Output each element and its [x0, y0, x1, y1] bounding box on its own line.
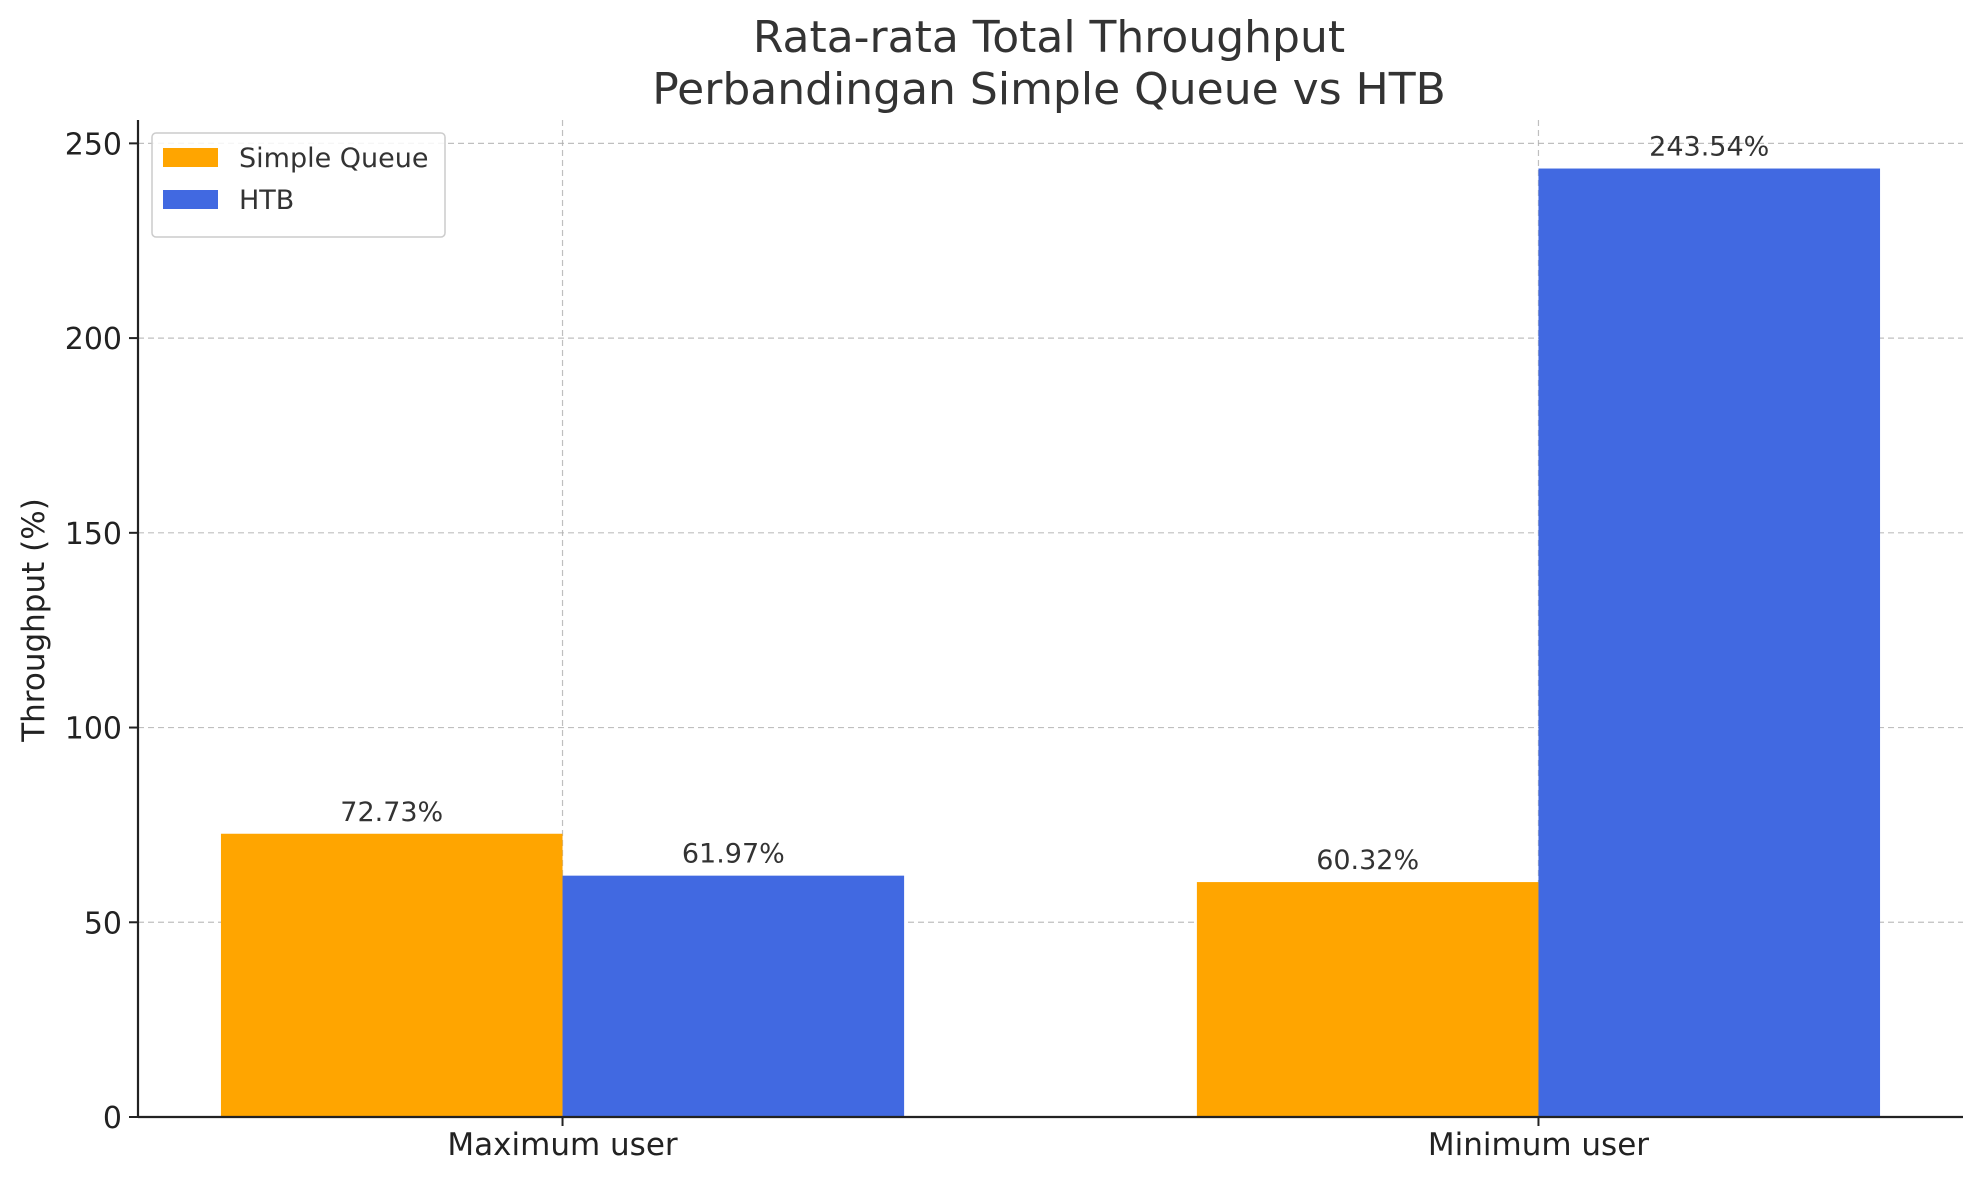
y-tick-label: 50 [84, 906, 122, 941]
x-tick-label: Minimum user [1428, 1127, 1649, 1163]
chart-title-line-2: Perbandingan Simple Queue vs HTB [652, 64, 1446, 115]
axes: 0 50 100 150 200 250 Maximum user Minimum user [65, 120, 1963, 1163]
bar-value-label: 243.54% [1649, 132, 1769, 163]
bar-simple-queue-maximum-user [220, 833, 563, 1117]
legend-box [151, 132, 446, 238]
bar-value-label: 61.97% [682, 839, 785, 870]
y-tick-label: 200 [65, 322, 122, 357]
chart-title: Rata-rata Total Throughput Perbandingan … [652, 12, 1446, 115]
y-tick-label: 100 [65, 712, 122, 747]
bar-simple-queue-minimum-user [1196, 882, 1539, 1117]
chart-title-line-1: Rata-rata Total Throughput [753, 12, 1345, 63]
bar-value-label: 72.73% [340, 797, 443, 828]
x-tick-label: Maximum user [447, 1127, 677, 1163]
legend-label: HTB [239, 185, 294, 216]
y-tick-label: 250 [65, 127, 122, 162]
legend-swatch [163, 148, 218, 167]
bar-htb-maximum-user [562, 875, 905, 1117]
bar-htb-minimum-user [1538, 168, 1881, 1117]
data-labels: 72.73% 60.32% 61.97% 243.54% [340, 132, 1769, 877]
legend-label: Simple Queue [239, 143, 428, 174]
bars [220, 168, 1881, 1117]
y-axis-label: Throughput (%) [16, 498, 52, 743]
bar-value-label: 60.32% [1316, 845, 1419, 876]
legend: Simple Queue HTB [151, 132, 446, 238]
y-tick-label: 0 [103, 1101, 122, 1136]
y-tick-label: 150 [65, 517, 122, 552]
legend-swatch [163, 190, 218, 209]
